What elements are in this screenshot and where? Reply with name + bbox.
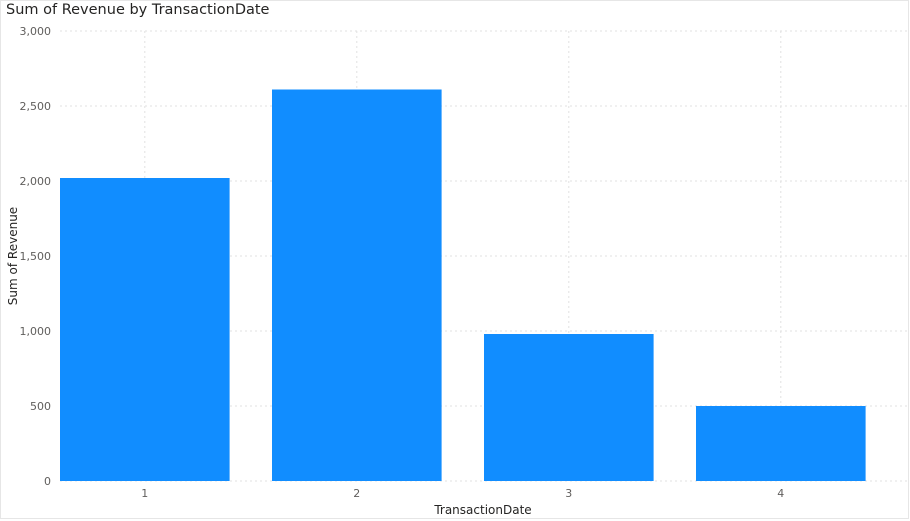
x-tick-label: 4 [777, 487, 784, 500]
bar-2[interactable] [272, 89, 442, 482]
bar-3[interactable] [484, 334, 654, 481]
y-tick-label: 3,000 [20, 25, 52, 38]
x-tick-label: 3 [565, 487, 572, 500]
y-axis-title: Sum of Revenue [6, 207, 20, 305]
chart-title: Sum of Revenue by TransactionDate [6, 2, 270, 18]
bar-1[interactable] [60, 178, 230, 481]
x-axis-ticks: 1 2 3 4 [141, 487, 784, 500]
x-tick-label: 1 [141, 487, 148, 500]
y-axis-ticks: 0 500 1,000 1,500 2,000 2,500 3,000 [20, 25, 52, 488]
x-tick-label: 2 [353, 487, 360, 500]
y-tick-label: 500 [30, 400, 51, 413]
y-tick-label: 1,000 [20, 325, 52, 338]
y-tick-label: 2,000 [20, 175, 52, 188]
y-tick-label: 2,500 [20, 100, 52, 113]
x-axis-title: TransactionDate [433, 503, 531, 517]
bars [60, 89, 866, 482]
y-tick-label: 0 [44, 475, 51, 488]
bar-4[interactable] [696, 406, 866, 481]
y-tick-label: 1,500 [20, 250, 52, 263]
